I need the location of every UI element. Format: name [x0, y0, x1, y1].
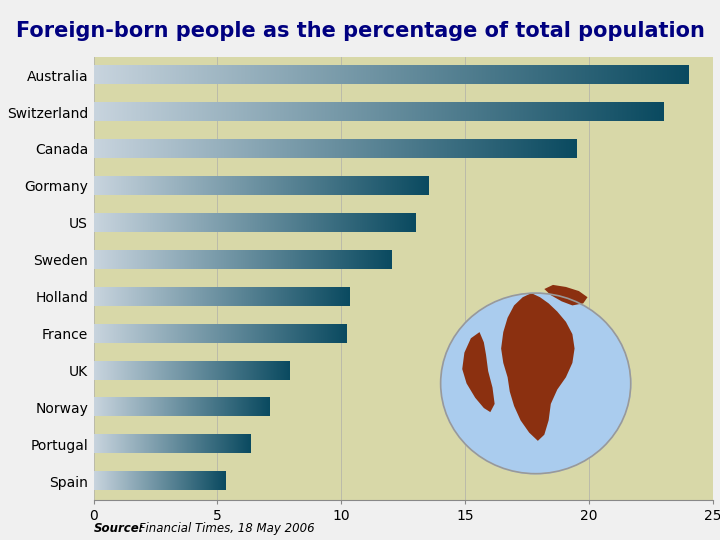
Text: Source:: Source: — [94, 522, 144, 535]
Circle shape — [441, 293, 631, 474]
Polygon shape — [501, 293, 575, 441]
Text: Foreign-born people as the percentage of total population: Foreign-born people as the percentage of… — [16, 21, 704, 41]
Polygon shape — [544, 285, 588, 306]
Polygon shape — [462, 332, 495, 412]
Text: Financial Times, 18 May 2006: Financial Times, 18 May 2006 — [135, 522, 315, 535]
